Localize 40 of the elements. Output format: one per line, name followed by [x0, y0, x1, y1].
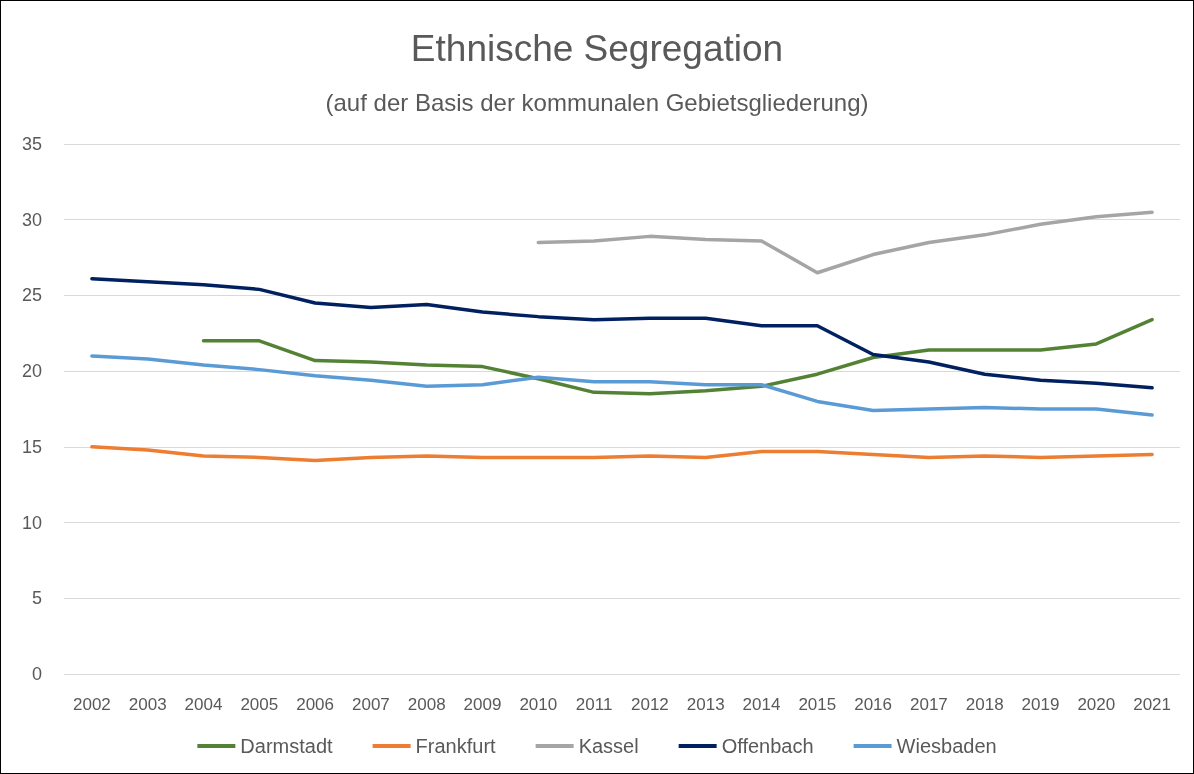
y-tick-label: 25	[21, 285, 42, 306]
x-tick-label: 2011	[575, 695, 613, 714]
line-series	[90, 445, 1154, 463]
x-tick-label: 2017	[909, 695, 948, 714]
y-tick-label: 20	[21, 361, 42, 382]
x-tick-label: 2014	[742, 695, 781, 714]
x-tick-label: 2021	[1133, 695, 1172, 714]
line-series	[90, 277, 1154, 390]
legend-label: Offenbach	[721, 735, 814, 757]
x-tick-label: 2003	[128, 695, 167, 714]
x-tick-label: 2019	[1021, 695, 1060, 714]
x-tick-label: 2016	[854, 695, 893, 714]
y-tick-label: 10	[21, 512, 42, 533]
y-tick-label: 5	[31, 588, 42, 609]
y-tick-label: 30	[21, 209, 42, 230]
x-tick-label: 2020	[1077, 695, 1116, 714]
line-series	[536, 210, 1154, 275]
x-tick-label: 2004	[184, 695, 223, 714]
x-tick-label: 2010	[519, 695, 558, 714]
x-tick-label: 2006	[296, 695, 335, 714]
chart-subtitle: (auf der Basis der kommunalen Gebietsgliederung)	[325, 88, 869, 116]
x-tick-label: 2012	[630, 695, 669, 714]
x-tick-label: 2008	[407, 695, 446, 714]
y-tick-label: 35	[21, 134, 42, 154]
x-tick-label: 2013	[686, 695, 725, 714]
y-tick-label: 15	[21, 436, 42, 457]
x-tick-label: 2018	[965, 695, 1004, 714]
x-tick-label: 2009	[463, 695, 502, 714]
line-series	[201, 317, 1154, 396]
x-tick-label: 2005	[240, 695, 279, 714]
chart-title: Ethnische Segregation	[410, 28, 784, 69]
line-series	[90, 354, 1154, 417]
x-tick-label: 2002	[72, 695, 111, 714]
legend-label: Darmstadt	[240, 735, 334, 757]
x-tick-label: 2015	[798, 695, 837, 714]
y-tick-label: 0	[31, 664, 42, 684]
legend-label: Kassel	[578, 735, 639, 757]
legend-label: Frankfurt	[415, 735, 497, 757]
legend-label: Wiesbaden	[896, 735, 997, 757]
x-tick-label: 2007	[351, 695, 390, 714]
